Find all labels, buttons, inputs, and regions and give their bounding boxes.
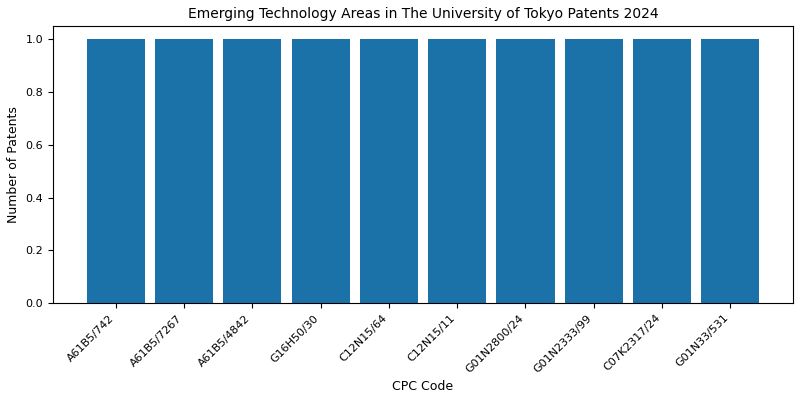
- Bar: [565, 40, 623, 303]
- Bar: [155, 40, 213, 303]
- Bar: [86, 40, 145, 303]
- Bar: [702, 40, 759, 303]
- Bar: [360, 40, 418, 303]
- Bar: [428, 40, 486, 303]
- Bar: [291, 40, 350, 303]
- Title: Emerging Technology Areas in The University of Tokyo Patents 2024: Emerging Technology Areas in The Univers…: [188, 7, 658, 21]
- Bar: [633, 40, 691, 303]
- Bar: [497, 40, 554, 303]
- Y-axis label: Number of Patents: Number of Patents: [7, 106, 20, 223]
- X-axis label: CPC Code: CPC Code: [393, 380, 454, 393]
- Bar: [223, 40, 282, 303]
